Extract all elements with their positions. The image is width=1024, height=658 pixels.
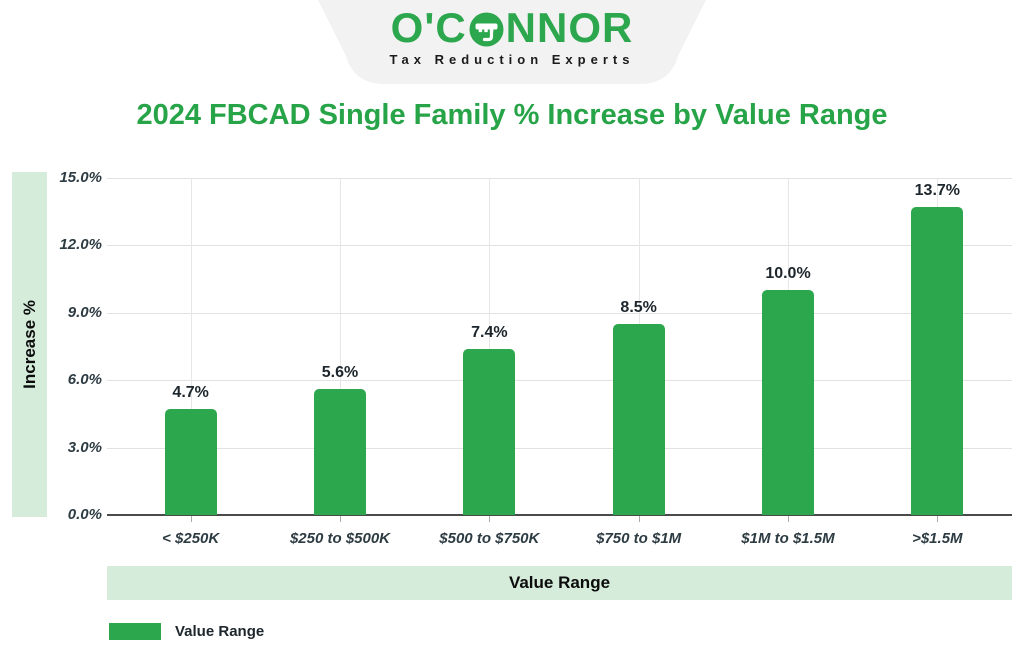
legend-label: Value Range xyxy=(175,622,265,640)
x-category-label: $250 to $500K xyxy=(289,530,391,547)
x-tick-mark xyxy=(489,516,491,522)
bar-6 xyxy=(911,207,964,515)
y-tick-label: 6.0% xyxy=(67,371,102,389)
y-tick-label: 9.0% xyxy=(67,303,102,321)
bar-value-label: 8.5% xyxy=(620,299,657,317)
bar-5 xyxy=(762,290,814,515)
x-category-label: >$1.5M xyxy=(912,530,963,547)
x-tick-mark xyxy=(340,516,341,522)
bar-1 xyxy=(164,409,217,515)
x-category-label: $1M to $1.5M xyxy=(741,530,835,547)
gridline-vertical xyxy=(340,178,341,515)
y-tick-label: 0.0% xyxy=(67,506,102,523)
y-tick-label: 12.0% xyxy=(59,236,102,254)
bar-2 xyxy=(314,389,366,515)
gridline-horizontal xyxy=(107,312,1012,314)
bar-value-label: 7.4% xyxy=(471,323,508,341)
logo-wordmark: O'C NNOR xyxy=(391,7,634,49)
legend: Value Range xyxy=(109,620,264,642)
gridline-vertical xyxy=(190,178,192,515)
x-category-label: < $250K xyxy=(162,530,220,547)
y-axis-label-band: Increase % xyxy=(12,172,47,517)
x-axis-baseline xyxy=(107,514,1012,516)
x-tick-mark xyxy=(937,516,939,522)
y-axis-label: Increase % xyxy=(19,300,39,389)
bar-4 xyxy=(612,324,665,515)
bar-value-label: 10.0% xyxy=(765,265,811,283)
brand-logo: O'C NNOR Tax Reduction Experts xyxy=(0,7,1024,68)
y-tick-label: 3.0% xyxy=(67,438,102,456)
x-tick-mark xyxy=(788,516,789,522)
y-axis-ticks: 0.0% 3.0% 6.0% 9.0% 12.0% 15.0% xyxy=(44,169,102,523)
plot-area: 4.7% 5.6% 7.4% 8.5% 10.0% 13.7% xyxy=(107,178,1012,522)
gridline-horizontal xyxy=(107,447,1012,449)
x-category-label: $500 to $750K xyxy=(439,530,540,547)
x-tick-mark xyxy=(638,516,640,522)
x-axis-label-band: Value Range xyxy=(107,566,1012,600)
ruler-o-icon xyxy=(469,12,504,46)
bar-3 xyxy=(463,348,516,515)
logo-tagline: Tax Reduction Experts xyxy=(389,52,635,67)
gridline-horizontal xyxy=(107,245,1012,247)
gridline-horizontal xyxy=(107,380,1012,382)
gridline-horizontal xyxy=(107,178,1012,179)
logo-text-left: O'C xyxy=(390,4,467,51)
banner-shape xyxy=(318,0,706,84)
x-axis-category-labels: < $250K $250 to $500K $500 to $750K $750 to… xyxy=(116,530,1012,552)
x-category-label: $750 to $1M xyxy=(596,530,682,547)
bar-value-label: 4.7% xyxy=(172,384,209,402)
bar-value-label: 5.6% xyxy=(321,364,359,382)
chart-title: 2024 FBCAD Single Family % Increase by V… xyxy=(136,99,888,131)
gridline-vertical xyxy=(489,178,491,515)
logo-text-right: NNOR xyxy=(505,4,634,51)
bar-value-label: 13.7% xyxy=(914,182,961,200)
legend-swatch xyxy=(109,622,161,640)
x-tick-mark xyxy=(190,516,192,522)
x-axis-label: Value Range xyxy=(508,573,611,592)
y-tick-label: 15.0% xyxy=(59,169,102,186)
